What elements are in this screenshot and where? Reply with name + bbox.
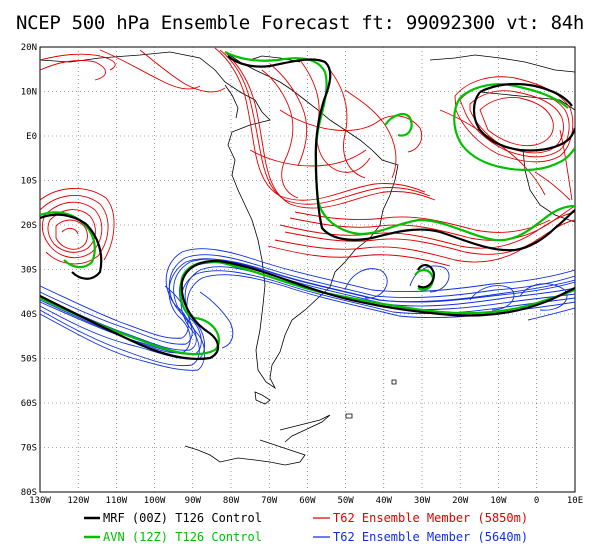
lon-label: 110W — [106, 496, 128, 506]
mrf-control-contours — [40, 55, 575, 360]
legend: MRF (00Z) T126 Control T62 Ensemble Memb… — [84, 511, 528, 544]
legend-label-red-member: T62 Ensemble Member (5850m) — [333, 511, 528, 525]
lon-label: 120W — [67, 496, 89, 506]
lat-label: 80S — [21, 488, 37, 498]
lon-label: 70W — [261, 496, 278, 506]
legend-label-mrf: MRF (00Z) T126 Control — [103, 511, 262, 525]
lat-label: 30S — [21, 266, 37, 276]
lon-label: 20W — [452, 496, 469, 506]
latitude-labels: 20N 10N E0 10S 20S 30S 40S 50S 60S 70S 8… — [21, 43, 37, 498]
lon-label: 80W — [223, 496, 240, 506]
lon-label: 40W — [376, 496, 393, 506]
lat-label: 20S — [21, 221, 37, 231]
lon-label: 60W — [299, 496, 316, 506]
lon-label: 130W — [29, 496, 51, 506]
lat-label: 50S — [21, 355, 37, 365]
lat-label: 10N — [21, 88, 37, 98]
legend-label-blue-member: T62 Ensemble Member (5640m) — [333, 530, 528, 544]
lat-label: 60S — [21, 399, 37, 409]
blue-ensemble-contours — [40, 248, 575, 371]
lat-label: E0 — [26, 132, 37, 142]
lon-label: 0 — [534, 496, 539, 506]
lon-label: 100W — [144, 496, 166, 506]
lon-label: 10W — [490, 496, 507, 506]
lon-label: 30W — [414, 496, 431, 506]
lat-label: 20N — [21, 43, 37, 53]
lat-label: 70S — [21, 444, 37, 454]
lat-label: 10S — [21, 177, 37, 187]
lat-label: 40S — [21, 310, 37, 320]
lon-label: 10E — [567, 496, 583, 506]
legend-label-avn: AVN (12Z) T126 Control — [103, 530, 262, 544]
lon-label: 90W — [185, 496, 202, 506]
red-ensemble-contours — [40, 47, 575, 267]
map-title: NCEP 500 hPa Ensemble Forecast ft: 99092… — [15, 12, 585, 34]
map-frame — [39, 46, 576, 493]
longitude-labels: 130W 120W 110W 100W 90W 80W 70W 60W 50W … — [29, 496, 583, 506]
lon-label: 50W — [337, 496, 354, 506]
